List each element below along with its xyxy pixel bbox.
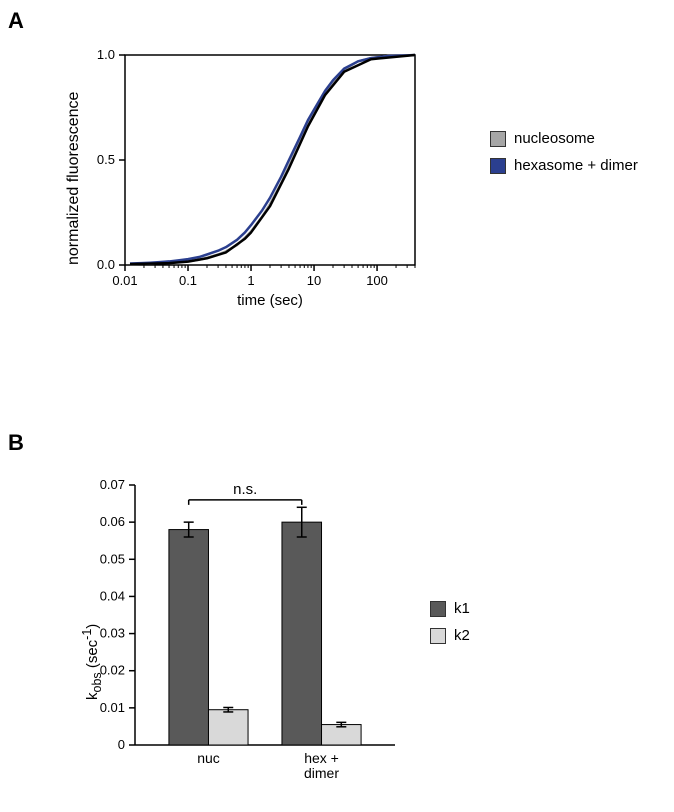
svg-text:hex +: hex +: [304, 750, 339, 766]
panel-a-svg: 0.0 0.5 1.0 0.01 0.1 1 10 100 time (sec): [70, 45, 425, 310]
panel-b-label: B: [8, 430, 24, 456]
svg-text:1: 1: [247, 273, 254, 288]
panel-b-ylabel: kobs (sec-1): [80, 624, 104, 700]
legend-swatch-hexasome-dimer: [490, 158, 506, 174]
legend-item-nucleosome: nucleosome: [490, 130, 638, 147]
legend-item-hexasome-dimer: hexasome + dimer: [490, 157, 638, 174]
svg-text:dimer: dimer: [304, 765, 339, 781]
svg-text:time (sec): time (sec): [237, 292, 303, 309]
svg-text:0.06: 0.06: [100, 514, 125, 529]
svg-text:n.s.: n.s.: [233, 481, 257, 498]
svg-text:0.07: 0.07: [100, 477, 125, 492]
panel-a-chart: 0.00.51.00.010.1110100time (sec) normali…: [70, 45, 490, 325]
legend-label-nucleosome: nucleosome: [514, 130, 595, 147]
panel-a-ylabel: normalized fluorescence: [65, 92, 83, 265]
legend-swatch-k1: [430, 601, 446, 617]
panel-a-legend: nucleosome hexasome + dimer: [490, 130, 638, 184]
legend-item-k2: k2: [430, 627, 470, 644]
svg-text:0: 0: [118, 737, 125, 752]
legend-swatch-k2: [430, 628, 446, 644]
svg-text:100: 100: [366, 273, 388, 288]
svg-text:0.01: 0.01: [100, 700, 125, 715]
svg-text:0.01: 0.01: [112, 273, 137, 288]
svg-text:nuc: nuc: [197, 750, 220, 766]
panel-b-chart: 00.010.020.030.040.050.060.07nuchex +dim…: [80, 470, 420, 790]
svg-text:1.0: 1.0: [97, 47, 115, 62]
legend-label-k2: k2: [454, 627, 470, 644]
legend-item-k1: k1: [430, 600, 470, 617]
legend-label-k1: k1: [454, 600, 470, 617]
panel-a-label: A: [8, 8, 24, 34]
svg-text:0.1: 0.1: [179, 273, 197, 288]
legend-swatch-nucleosome: [490, 131, 506, 147]
panel-b-svg: 00.010.020.030.040.050.060.07nuchex +dim…: [80, 470, 405, 790]
legend-label-hexasome-dimer: hexasome + dimer: [514, 157, 638, 174]
svg-text:0.05: 0.05: [100, 551, 125, 566]
svg-text:0.5: 0.5: [97, 152, 115, 167]
svg-text:0.0: 0.0: [97, 257, 115, 272]
svg-text:0.04: 0.04: [100, 588, 125, 603]
panel-b-legend: k1 k2: [430, 600, 470, 654]
svg-text:10: 10: [307, 273, 321, 288]
